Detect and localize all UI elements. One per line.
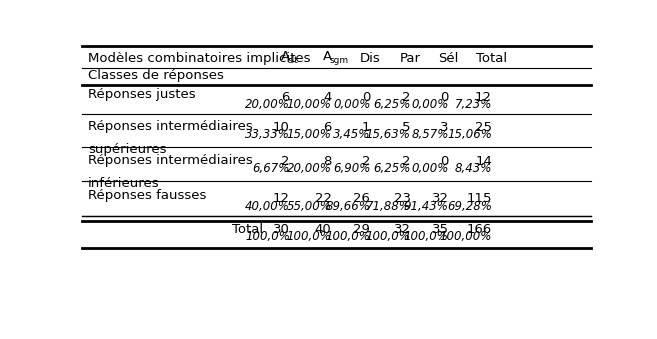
Text: 0: 0 [362,91,371,103]
Text: 55,00%: 55,00% [286,200,332,213]
Text: 6,25%: 6,25% [373,98,411,111]
Text: 6: 6 [281,91,290,103]
Text: 33,33%: 33,33% [245,128,290,141]
Text: 3: 3 [440,121,449,134]
Text: 5: 5 [402,121,411,134]
Text: 23: 23 [394,192,411,205]
Text: 115: 115 [466,192,492,205]
Text: 100,0%: 100,0% [286,231,332,243]
Text: 2: 2 [362,155,371,167]
Text: 22: 22 [315,192,332,205]
Text: 12: 12 [475,91,492,103]
Text: 100,0%: 100,0% [245,231,290,243]
Text: 29: 29 [353,223,371,236]
Text: 100,0%: 100,0% [325,231,371,243]
Text: Total: Total [476,52,508,65]
Text: 1: 1 [362,121,371,134]
Text: 6,90%: 6,90% [333,162,371,175]
Text: 20,00%: 20,00% [286,162,332,175]
Text: Réponses intermédiaires: Réponses intermédiaires [88,120,253,133]
Text: 8,43%: 8,43% [455,162,492,175]
Text: 89,66%: 89,66% [325,200,371,213]
Text: 26: 26 [353,192,371,205]
Text: 12: 12 [273,192,290,205]
Text: 0,00%: 0,00% [411,162,449,175]
Text: 0: 0 [440,155,449,167]
Text: 15,00%: 15,00% [286,128,332,141]
Text: 0,00%: 0,00% [411,98,449,111]
Text: 100,00%: 100,00% [440,231,492,243]
Text: Réponses intermédiaires: Réponses intermédiaires [88,154,253,167]
Text: 100,0%: 100,0% [366,231,411,243]
Text: 2: 2 [281,155,290,167]
Text: 14: 14 [475,155,492,167]
Text: 7,23%: 7,23% [455,98,492,111]
Text: Par: Par [400,52,421,65]
Text: Réponses fausses: Réponses fausses [88,190,206,202]
Text: 8,57%: 8,57% [411,128,449,141]
Text: 35: 35 [432,223,449,236]
Text: 32: 32 [394,223,411,236]
Text: 32: 32 [432,192,449,205]
Text: 0,00%: 0,00% [333,98,371,111]
Text: 166: 166 [466,223,492,236]
Text: Sél: Sél [438,52,459,65]
Text: sgm: sgm [329,56,348,65]
Text: 69,28%: 69,28% [447,200,492,213]
Text: Réponses justes: Réponses justes [88,88,196,101]
Text: 4: 4 [323,91,332,103]
Text: 25: 25 [475,121,492,134]
Text: Total: Total [232,223,263,236]
Text: 91,43%: 91,43% [404,200,449,213]
Text: 2: 2 [402,155,411,167]
Text: A: A [281,49,290,63]
Text: 10: 10 [273,121,290,134]
Text: 6: 6 [323,121,332,134]
Text: 8: 8 [323,155,332,167]
Text: slt: slt [287,56,298,65]
Text: 15,06%: 15,06% [447,128,492,141]
Text: inférieures: inférieures [88,177,160,190]
Text: 20,00%: 20,00% [245,98,290,111]
Text: 40: 40 [315,223,332,236]
Text: 0: 0 [440,91,449,103]
Text: supérieures: supérieures [88,143,167,156]
Text: 40,00%: 40,00% [245,200,290,213]
Text: 71,88%: 71,88% [366,200,411,213]
Text: 6,25%: 6,25% [373,162,411,175]
Text: 6,67%: 6,67% [252,162,290,175]
Text: 30: 30 [273,223,290,236]
Text: 15,63%: 15,63% [366,128,411,141]
Text: Modèles combinatoires implicites: Modèles combinatoires implicites [88,52,311,65]
Text: Dis: Dis [360,52,380,65]
Text: Classes de réponses: Classes de réponses [88,69,224,82]
Text: A: A [323,49,332,63]
Text: 3,45%: 3,45% [333,128,371,141]
Text: 10,00%: 10,00% [286,98,332,111]
Text: 2: 2 [402,91,411,103]
Text: 100,0%: 100,0% [404,231,449,243]
